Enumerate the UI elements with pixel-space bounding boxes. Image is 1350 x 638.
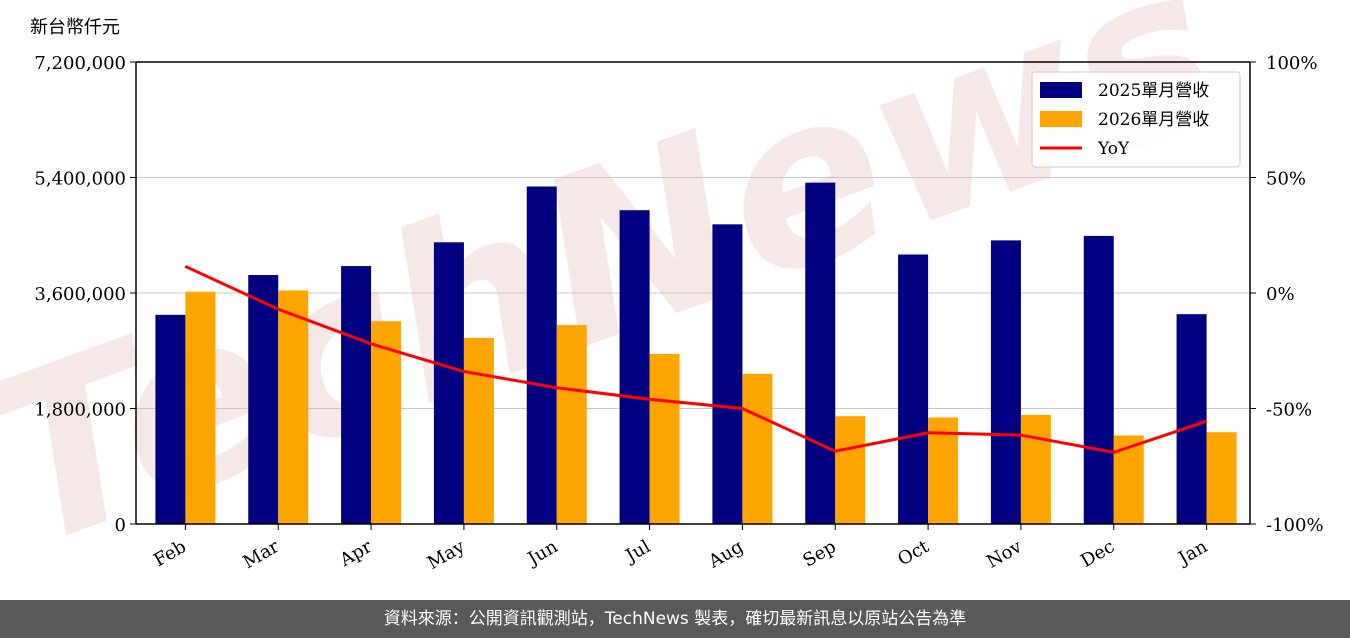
y-tick-label-1: 1,800,000 (34, 400, 126, 421)
yoy-point-feb (184, 265, 186, 267)
yoy-point-dec (1113, 451, 1115, 453)
legend-2025-label: 2025單月營收 (1098, 81, 1209, 101)
y2-tick-label-3: 50% (1266, 169, 1306, 190)
bar-2025-sep (805, 182, 836, 524)
bar-2025-mar (248, 275, 279, 524)
x-tick-label-sep: Sep (799, 536, 839, 571)
x-tick-label-nov: Nov (983, 536, 1026, 573)
bar-2025-jul (619, 210, 650, 524)
bar-2026-may (463, 337, 494, 524)
bar-2025-feb (155, 314, 186, 524)
bar-2026-nov (1020, 414, 1051, 524)
legend-yoy-label: YoY (1097, 139, 1130, 159)
bar-2025-dec (1083, 235, 1114, 524)
bar-2025-apr (341, 266, 372, 524)
yoy-point-jan (1206, 420, 1208, 422)
bar-2025-oct (898, 254, 929, 524)
bar-2026-jul (649, 353, 680, 524)
revenue-chart: 新台幣仟元 TechNews 0 1,800,000 3,600,000 5,400,00… (0, 0, 1324, 600)
bar-2025-nov (990, 240, 1021, 524)
bar-2026-oct (928, 417, 959, 524)
legend-2025-swatch (1040, 82, 1082, 98)
bar-2026-jan (1206, 432, 1237, 524)
bar-2026-mar (278, 290, 309, 524)
bar-2026-jun (556, 325, 587, 524)
bar-2025-jun (526, 186, 557, 524)
legend-2026-label: 2026單月營收 (1098, 110, 1209, 130)
bar-2026-feb (185, 291, 216, 524)
bar-2026-apr (371, 321, 402, 524)
bar-2026-sep (835, 416, 866, 524)
yoy-point-nov (1020, 434, 1022, 436)
y2-tick-label-0: -100% (1266, 515, 1324, 536)
x-tick-label-jun: Jun (523, 536, 562, 571)
legend-2026-swatch (1040, 111, 1082, 127)
bar-2025-jan (1176, 314, 1207, 524)
y2-tick-label-2: 0% (1266, 284, 1295, 305)
y2-tick-label-1: -50% (1266, 400, 1312, 421)
bar-2026-aug (742, 373, 773, 524)
yoy-point-apr (370, 343, 372, 345)
yoy-point-jun (556, 387, 558, 389)
bar-2025-aug (712, 224, 743, 524)
bar-2025-may (433, 242, 464, 524)
yoy-point-mar (277, 308, 279, 310)
yoy-point-oct (927, 432, 929, 434)
x-tick-label-oct: Oct (894, 536, 933, 571)
y-tick-label-4: 7,200,000 (34, 53, 126, 74)
y-tick-label-0: 0 (115, 515, 126, 536)
legend-box (1031, 71, 1241, 168)
x-tick-label-dec: Dec (1077, 536, 1118, 572)
x-tick-label-apr: Apr (336, 536, 376, 571)
x-tick-label-jan: Jan (1173, 536, 1211, 570)
yoy-point-aug (741, 408, 743, 409)
y-tick-label-3: 5,400,000 (34, 169, 126, 190)
x-tick-label-mar: Mar (240, 536, 284, 573)
yoy-point-may (463, 371, 465, 373)
yoy-line (184, 265, 1208, 454)
y-tick-label-2: 3,600,000 (34, 284, 126, 305)
x-tick-label-may: May (424, 536, 469, 574)
yoy-point-jul (649, 398, 651, 400)
footer-source-note: 資料來源：公開資訊觀測站，TechNews 製表，確切最新訊息以原站公告為準 (0, 600, 1350, 638)
chart-svg: 新台幣仟元TechNews01,800,0003,600,0005,400,00… (0, 0, 1324, 600)
x-tick-label-jul: Jul (621, 536, 655, 568)
y2-tick-label-4: 100% (1266, 53, 1317, 74)
yoy-point-sep (834, 450, 836, 452)
x-tick-label-aug: Aug (704, 536, 747, 573)
unit-label: 新台幣仟元 (30, 17, 120, 38)
